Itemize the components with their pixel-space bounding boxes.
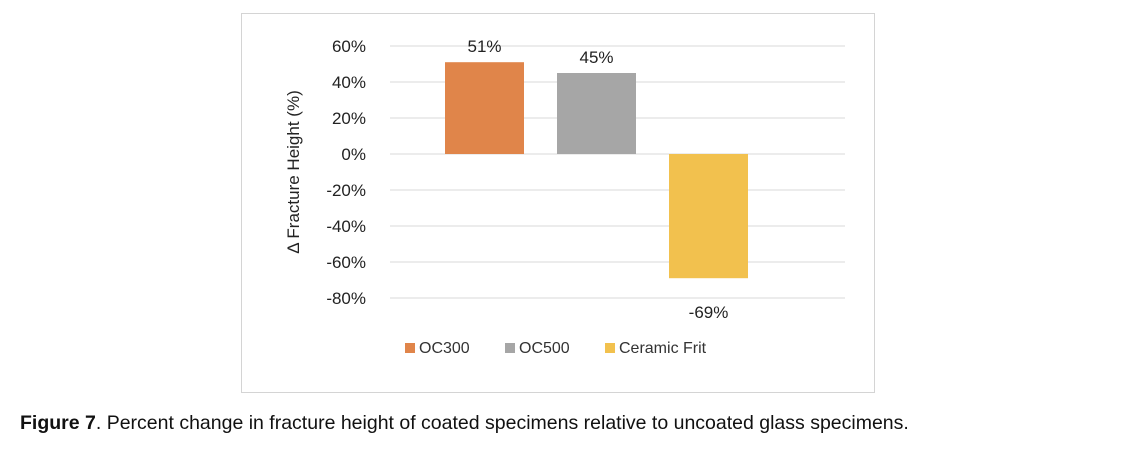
legend-label: OC300 bbox=[419, 340, 470, 357]
bar-oc500 bbox=[557, 73, 636, 154]
legend-label: OC500 bbox=[519, 340, 570, 357]
bar-chart: 60% 40% 20% 0% -20% -40% -60% -80% Δ Fracture He… bbox=[284, 37, 845, 357]
data-label: 45% bbox=[579, 48, 613, 67]
y-tick-label: -20% bbox=[326, 181, 366, 200]
y-tick-label: 40% bbox=[332, 73, 366, 92]
legend-label: Ceramic Frit bbox=[619, 340, 707, 357]
y-tick-label: 20% bbox=[332, 109, 366, 128]
figure-caption: Figure 7. Percent change in fracture hei… bbox=[20, 412, 1120, 435]
y-tick-label: -60% bbox=[326, 253, 366, 272]
legend-swatch bbox=[505, 343, 515, 353]
y-axis-label: Δ Fracture Height (%) bbox=[284, 90, 303, 253]
y-tick-label: 60% bbox=[332, 37, 366, 56]
y-tick-label: -80% bbox=[326, 289, 366, 308]
chart-frame: 60% 40% 20% 0% -20% -40% -60% -80% Δ Fracture He… bbox=[241, 13, 875, 393]
data-label: -69% bbox=[689, 303, 729, 322]
y-tick-label: -40% bbox=[326, 217, 366, 236]
bar-oc300 bbox=[445, 62, 524, 155]
caption-label: Figure 7 bbox=[20, 412, 96, 434]
caption-text: . Percent change in fracture height of c… bbox=[95, 412, 909, 434]
legend-swatch bbox=[405, 343, 415, 353]
bar-ceramic-frit bbox=[669, 154, 748, 279]
legend-swatch bbox=[605, 343, 615, 353]
data-label: 51% bbox=[467, 37, 501, 56]
y-tick-label: 0% bbox=[341, 145, 366, 164]
